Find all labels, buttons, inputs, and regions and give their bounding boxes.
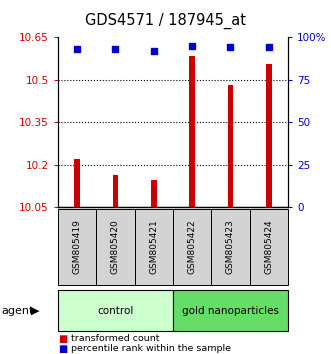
Text: transformed count: transformed count — [71, 334, 160, 343]
Bar — [211, 209, 250, 285]
Bar — [135, 209, 173, 285]
Text: GSM805419: GSM805419 — [72, 219, 82, 274]
Bar — [173, 209, 211, 285]
Text: GSM805422: GSM805422 — [188, 219, 197, 274]
Text: GSM805424: GSM805424 — [264, 219, 273, 274]
Text: ■: ■ — [58, 344, 67, 354]
Text: percentile rank within the sample: percentile rank within the sample — [71, 344, 231, 353]
Bar — [58, 209, 96, 285]
Bar — [228, 85, 233, 207]
Point — [228, 45, 233, 50]
Bar — [189, 56, 195, 207]
Text: GSM805421: GSM805421 — [149, 219, 158, 274]
Text: GSM805420: GSM805420 — [111, 219, 120, 274]
Bar — [151, 180, 157, 207]
Bar — [96, 209, 135, 285]
Text: GDS4571 / 187945_at: GDS4571 / 187945_at — [85, 12, 246, 29]
Bar — [173, 290, 288, 331]
Bar — [113, 175, 118, 207]
Bar — [266, 64, 272, 207]
Text: ■: ■ — [58, 334, 67, 344]
Bar — [74, 159, 80, 207]
Text: GSM805423: GSM805423 — [226, 219, 235, 274]
Point — [113, 46, 118, 52]
Point — [266, 45, 271, 50]
Bar — [250, 209, 288, 285]
Point — [189, 43, 195, 48]
Point — [151, 48, 157, 53]
Text: agent: agent — [2, 306, 34, 316]
Point — [74, 46, 80, 52]
Text: ▶: ▶ — [31, 306, 39, 316]
Text: gold nanoparticles: gold nanoparticles — [182, 306, 279, 316]
Bar — [58, 290, 173, 331]
Text: control: control — [97, 306, 134, 316]
